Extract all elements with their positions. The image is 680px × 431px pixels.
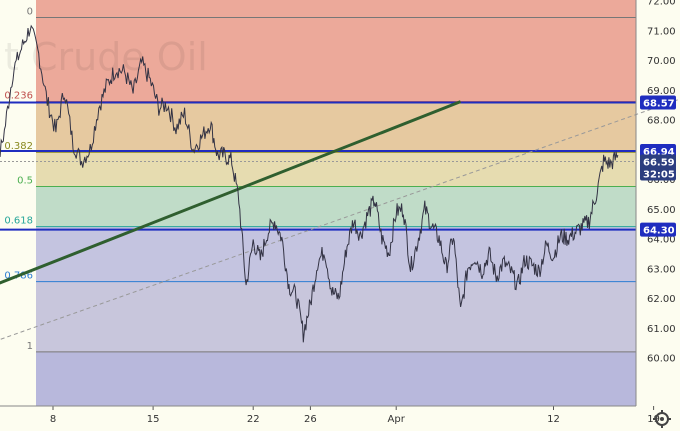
y-tick-label: 68.00 bbox=[647, 116, 676, 127]
price-label-box-0 bbox=[640, 95, 676, 110]
y-tick-label: 69.00 bbox=[647, 86, 676, 97]
x-tick-label: Apr bbox=[388, 414, 406, 425]
fib-label-0: 0 bbox=[27, 6, 33, 17]
x-tick-label: 12 bbox=[547, 414, 560, 425]
y-tick-label: 64.00 bbox=[647, 235, 676, 246]
y-tick-label: 65.00 bbox=[647, 205, 676, 216]
x-tick-label: 26 bbox=[304, 414, 317, 425]
fib-label-0.382: 0.382 bbox=[4, 141, 33, 152]
fib-label-0.236: 0.236 bbox=[4, 91, 33, 102]
x-tick-label: 15 bbox=[147, 414, 160, 425]
x-tick-label: 22 bbox=[247, 414, 260, 425]
y-tick-label: 66.00 bbox=[647, 175, 676, 186]
price-label-66.59: 66.59 bbox=[643, 157, 675, 168]
y-tick-label: 70.00 bbox=[647, 56, 676, 67]
dashed-trendline bbox=[0, 98, 680, 341]
fib-zone-bottom bbox=[36, 351, 636, 406]
price-series-line bbox=[0, 24, 619, 343]
fib-zone-0.236 bbox=[36, 101, 636, 153]
gear-icon[interactable] bbox=[651, 408, 673, 430]
fib-label-1: 1 bbox=[27, 341, 33, 352]
price-label-64.30: 64.30 bbox=[643, 226, 675, 237]
countdown-label: 32:05 bbox=[643, 169, 675, 180]
y-tick-label: 62.00 bbox=[647, 294, 676, 305]
price-label-box-3 bbox=[640, 222, 676, 237]
fib-zone-0.382 bbox=[36, 152, 636, 187]
fib-zone-0.5 bbox=[36, 186, 636, 227]
y-tick-label: 71.00 bbox=[647, 26, 676, 37]
fib-zone-top bbox=[36, 0, 636, 102]
y-tick-label: 63.00 bbox=[647, 264, 676, 275]
x-tick-label: 8 bbox=[50, 414, 56, 425]
price-label-box-2 bbox=[640, 154, 676, 181]
fib-label-0.5: 0.5 bbox=[17, 175, 33, 186]
trendline bbox=[0, 100, 462, 285]
fib-label-0.618: 0.618 bbox=[4, 216, 33, 227]
y-tick-label: 61.00 bbox=[647, 324, 676, 335]
chart-watermark: t Crude Oil bbox=[4, 35, 208, 79]
y-tick-label: 60.00 bbox=[647, 354, 676, 365]
price-label-68.57: 68.57 bbox=[643, 99, 675, 110]
price-label-66.94: 66.94 bbox=[643, 147, 675, 158]
y-tick-label: 72.00 bbox=[647, 0, 676, 8]
